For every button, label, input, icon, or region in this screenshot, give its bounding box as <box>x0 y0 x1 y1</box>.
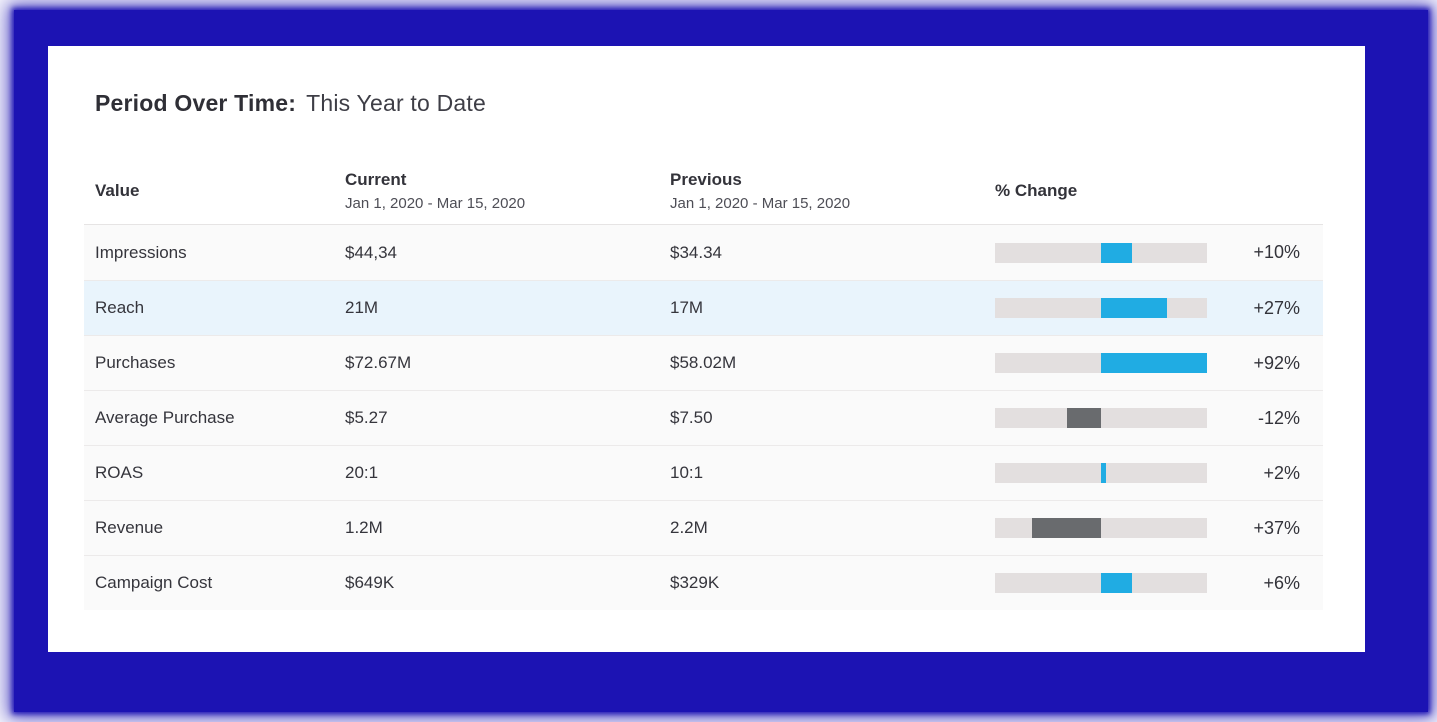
table-row[interactable]: Campaign Cost $649K $329K +6% <box>84 555 1323 610</box>
column-header-value: Value <box>95 180 140 200</box>
change-bar-fill <box>1032 518 1101 538</box>
current-value: 1.2M <box>345 518 383 537</box>
current-value: 21M <box>345 298 379 317</box>
metric-label: Impressions <box>95 242 187 262</box>
table-row[interactable]: Average Purchase $5.27 $7.50 -12% <box>84 390 1323 445</box>
change-bar-track <box>995 242 1207 263</box>
table-row[interactable]: ROAS 20:1 10:1 +2% <box>84 445 1323 500</box>
current-value: 20:1 <box>345 463 379 482</box>
change-bar-fill <box>1101 573 1132 593</box>
previous-value: $34.34 <box>670 242 722 262</box>
metric-label: Revenue <box>95 518 164 537</box>
metric-label: ROAS <box>95 463 144 482</box>
current-date-range: Jan 1, 2020 - Mar 15, 2020 <box>345 194 526 212</box>
table-row[interactable]: Purchases $72.67M $58.02M +92% <box>84 335 1323 390</box>
change-percent: +6% <box>1263 572 1300 593</box>
change-bar-fill <box>1067 408 1101 428</box>
column-header-change: % Change <box>995 180 1078 200</box>
metric-label: Reach <box>95 298 145 317</box>
change-bar <box>995 463 1207 483</box>
metric-label: Campaign Cost <box>95 573 213 592</box>
change-bar-track <box>995 298 1207 318</box>
change-bar-track <box>995 573 1207 593</box>
table-row[interactable]: Revenue 1.2M 2.2M +37% <box>84 500 1323 555</box>
change-percent: +37% <box>1253 517 1300 538</box>
previous-value: 17M <box>670 298 704 317</box>
previous-value: 2.2M <box>670 518 708 537</box>
change-bar <box>995 518 1207 538</box>
change-bar-fill <box>1101 463 1107 483</box>
change-bar <box>995 353 1207 373</box>
metric-label: Average Purchase <box>95 408 235 427</box>
period-over-time-label: Period Over Time: <box>95 90 297 116</box>
change-bar-track <box>995 518 1207 538</box>
table-body: Impressions $44,34 $34.34 +10% Reach 21M… <box>84 225 1323 610</box>
change-bar-track <box>995 408 1207 428</box>
page-title: Period Over Time: This Year to Date <box>95 90 1365 117</box>
change-bar-fill <box>1101 353 1207 373</box>
previous-value: 10:1 <box>670 463 704 482</box>
change-bar-fill <box>1101 242 1132 263</box>
change-percent: -12% <box>1257 407 1300 428</box>
change-bar <box>995 298 1207 318</box>
change-bar-track <box>995 463 1207 483</box>
comparison-table: Value Current Jan 1, 2020 - Mar 15, 2020… <box>84 157 1323 610</box>
current-value: $44,34 <box>345 242 397 262</box>
change-bar-track <box>995 353 1207 373</box>
change-percent: +2% <box>1263 462 1300 483</box>
previous-value: $58.02M <box>670 353 737 372</box>
change-bar <box>995 573 1207 593</box>
period-selected-value: This Year to Date <box>306 90 486 116</box>
previous-value: $7.50 <box>670 408 713 427</box>
previous-date-range: Jan 1, 2020 - Mar 15, 2020 <box>670 194 851 212</box>
table-row[interactable]: Impressions $44,34 $34.34 +10% <box>84 225 1323 280</box>
report-card: Period Over Time: This Year to Date Value… <box>48 46 1365 652</box>
change-percent: +92% <box>1253 352 1300 373</box>
change-bar <box>995 408 1207 428</box>
change-percent: +27% <box>1253 297 1300 318</box>
change-bar <box>995 242 1207 263</box>
previous-value: $329K <box>670 573 720 592</box>
change-bar-fill <box>1101 298 1167 318</box>
column-header-previous: Previous Jan 1, 2020 - Mar 15, 2020 <box>670 170 995 212</box>
current-value: $72.67M <box>345 353 412 372</box>
metric-label: Purchases <box>95 353 176 372</box>
current-value: $5.27 <box>345 408 388 427</box>
table-row[interactable]: Reach 21M 17M +27% <box>84 280 1323 335</box>
column-header-current: Current Jan 1, 2020 - Mar 15, 2020 <box>345 170 670 212</box>
change-percent: +10% <box>1253 242 1300 262</box>
current-value: $649K <box>345 573 395 592</box>
table-header-row: Value Current Jan 1, 2020 - Mar 15, 2020… <box>84 157 1323 225</box>
